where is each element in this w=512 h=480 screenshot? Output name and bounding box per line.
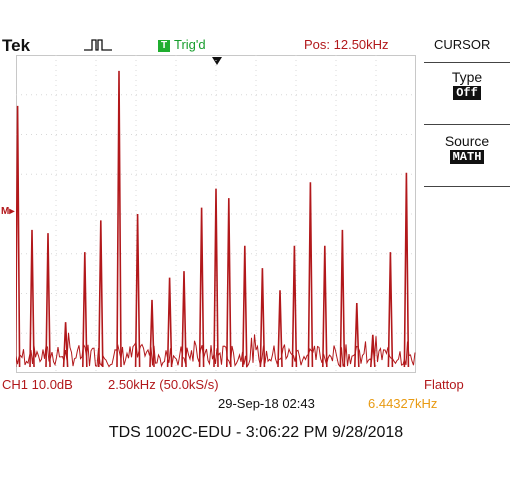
spectral-peak — [166, 277, 173, 368]
spectral-peak — [339, 229, 346, 368]
trigger-badge: T — [158, 39, 170, 52]
math-marker: M▸ — [1, 206, 15, 217]
spectral-peak — [198, 207, 205, 368]
spectral-peak — [307, 182, 314, 368]
spectrum-plot — [16, 55, 416, 373]
channel-scale-readout: CH1 10.0dB — [2, 377, 73, 392]
spectral-peak — [291, 245, 298, 368]
spectral-peak — [134, 213, 141, 368]
cursor-source-label: Source — [444, 133, 490, 149]
spectral-peak — [242, 245, 248, 368]
spectral-peak — [181, 271, 187, 368]
spectrum-trace — [16, 70, 416, 368]
spectral-peak — [98, 220, 104, 368]
cursor-type-value: Off — [453, 86, 481, 100]
horizontal-scale-readout: 2.50kHz (50.0kS/s) — [108, 377, 219, 392]
cursor-type-button[interactable]: Type Off — [424, 62, 510, 123]
spectral-peak — [213, 188, 219, 368]
spectral-peak — [45, 233, 51, 368]
spectral-peak — [370, 334, 376, 368]
cursor-frequency-readout: 6.44327kHz — [368, 396, 438, 411]
spectral-peak — [29, 229, 35, 368]
trigger-status-text: Trig'd — [174, 37, 206, 52]
menu-title: CURSOR — [434, 37, 491, 52]
spectral-peak — [116, 70, 122, 368]
screenshot-caption: TDS 1002C-EDU - 3:06:22 PM 9/28/2018 — [108, 424, 404, 441]
trigger-status: T Trig'd — [158, 37, 206, 52]
spectral-peak — [62, 322, 69, 368]
spectral-peak — [322, 245, 328, 368]
spectral-peak — [259, 268, 266, 368]
spectral-peak — [403, 172, 410, 368]
spectral-peak — [226, 198, 232, 368]
spectral-peak — [354, 302, 360, 368]
spectral-peak — [387, 252, 394, 368]
cursor-type-label: Type — [451, 69, 483, 85]
fft-window-readout: Flattop — [424, 377, 464, 392]
menu-divider — [424, 186, 510, 189]
cursor-source-value: MATH — [449, 150, 485, 164]
spectral-peak — [149, 299, 155, 368]
brand-logo: Tek — [2, 36, 31, 55]
trigger-point-arrow-icon — [212, 57, 222, 65]
spectral-peak — [82, 252, 88, 368]
trigger-waveform-icon — [84, 39, 112, 51]
spectral-peak — [277, 290, 283, 368]
spectral-peak — [16, 105, 21, 368]
cursor-source-button[interactable]: Source MATH — [424, 124, 510, 191]
horizontal-position-readout: Pos: 12.50kHz — [304, 37, 389, 52]
datetime-readout: 29-Sep-18 02:43 — [218, 396, 315, 411]
